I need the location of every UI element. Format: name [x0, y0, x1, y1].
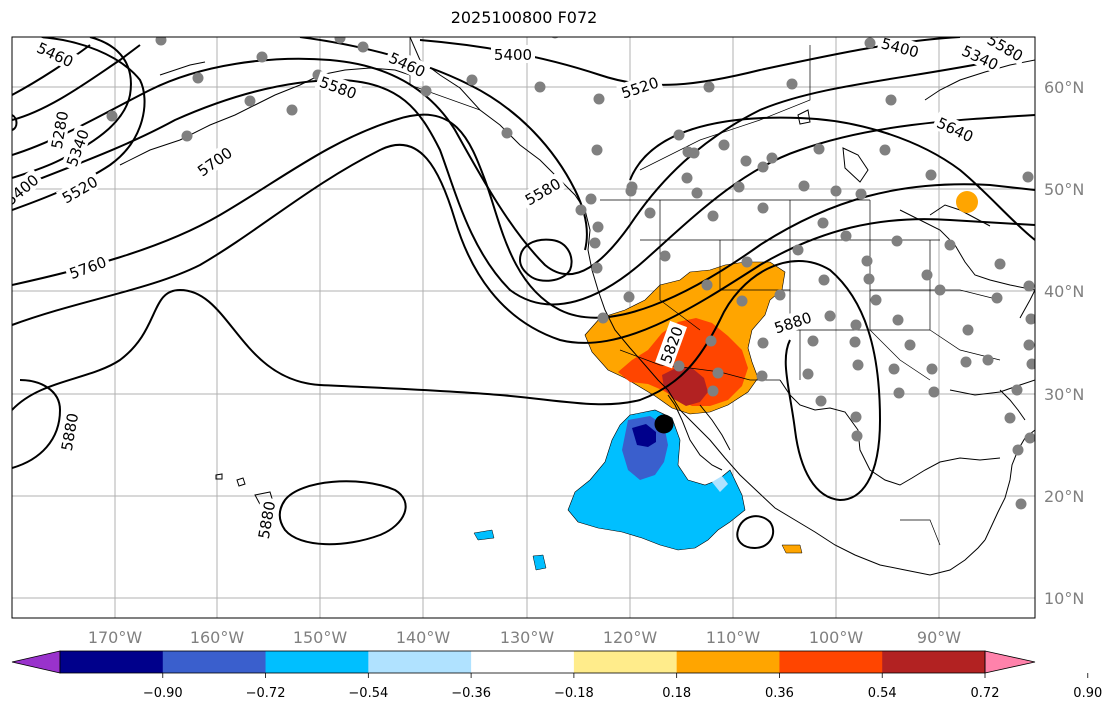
latitude-label: 10°N [1044, 589, 1084, 608]
longitude-label: 150°W [293, 628, 348, 647]
colorbar-segment [265, 651, 369, 673]
latitude-label: 50°N [1044, 180, 1084, 199]
map-title: 2025100800 F072 [450, 8, 598, 27]
colorbar-tick-label: −0.18 [554, 686, 594, 701]
colorbar-tick-label: −0.54 [348, 686, 388, 701]
longitude-labels: 170°W 160°W 150°W 140°W 130°W 120°W 110°W 100°W… [88, 628, 961, 647]
colorbar-tick-label: 0.72 [971, 686, 1000, 701]
colorbar [11, 650, 1036, 674]
latitude-labels: 10°N 20°N 30°N 40°N 50°N 60°N [1044, 78, 1084, 608]
longitude-label: 130°W [500, 628, 555, 647]
colorbar-segment [882, 651, 986, 673]
colorbar-segment [162, 651, 267, 673]
longitude-label: 140°W [396, 628, 451, 647]
political-borders [409, 37, 1001, 546]
colorbar-segment [60, 651, 164, 673]
contour-label: 5400 [494, 46, 532, 64]
highlight-marker [956, 191, 978, 213]
longitude-label: 160°W [190, 628, 245, 647]
height-contours [12, 37, 1035, 550]
latitude-label: 60°N [1044, 78, 1084, 97]
latitude-label: 30°N [1044, 385, 1084, 404]
colorbar-labels: −0.90 −0.72 −0.54 −0.36 −0.18 0.18 0.36 0.54 0.7… [143, 673, 1102, 701]
colorbar-tick-label: −0.72 [246, 686, 286, 701]
colorbar-segment [368, 651, 472, 673]
map-frame [11, 36, 1036, 619]
colorbar-tick-label: −0.36 [451, 686, 491, 701]
colorbar-extend-high [984, 650, 1036, 674]
colorbar-extend-low [11, 650, 61, 674]
longitude-label: 170°W [88, 628, 143, 647]
latitude-label: 20°N [1044, 487, 1084, 506]
longitude-label: 90°W [917, 628, 961, 647]
target-location-marker [654, 414, 674, 434]
longitude-label: 120°W [603, 628, 658, 647]
colorbar-segment [676, 651, 780, 673]
latitude-label: 40°N [1044, 282, 1084, 301]
longitude-label: 100°W [809, 628, 864, 647]
longitude-label: 110°W [706, 628, 761, 647]
colorbar-segment [779, 651, 883, 673]
colorbar-tick-label: −0.90 [143, 686, 183, 701]
colorbar-tick-label: 0.90 [1073, 686, 1102, 701]
colorbar-tick-label: 0.18 [662, 686, 691, 701]
colorbar-segment [573, 651, 678, 673]
negative-anomaly-shading [473, 409, 746, 571]
coastlines [119, 37, 1035, 576]
colorbar-tick-label: 0.36 [765, 686, 794, 701]
colorbar-segment [471, 651, 575, 673]
colorbar-tick-label: 0.54 [868, 686, 897, 701]
